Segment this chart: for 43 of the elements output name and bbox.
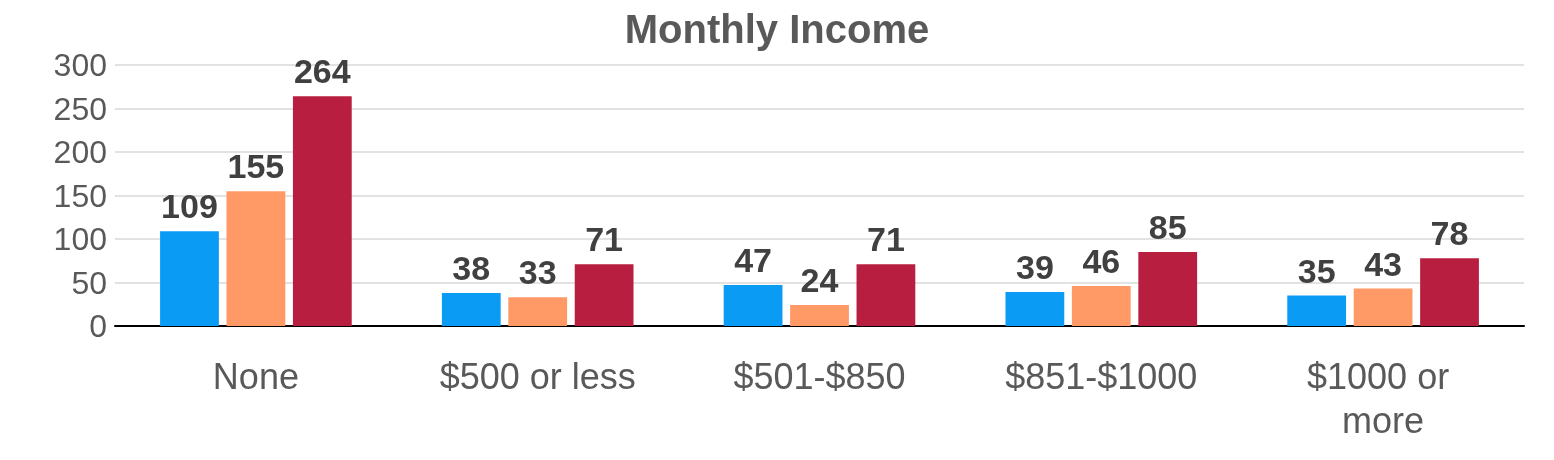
x-tick-label: $500 or less bbox=[439, 355, 636, 397]
bar bbox=[226, 191, 286, 326]
y-tick-label: 50 bbox=[71, 264, 107, 301]
data-label: 46 bbox=[1082, 241, 1121, 280]
data-label: 264 bbox=[293, 52, 351, 91]
bar bbox=[1420, 258, 1479, 326]
bar bbox=[574, 264, 634, 326]
y-tick-label: 150 bbox=[53, 177, 107, 214]
bar bbox=[1138, 252, 1198, 326]
data-label: 33 bbox=[518, 253, 557, 292]
data-label: 35 bbox=[1297, 251, 1336, 290]
data-label: 78 bbox=[1430, 214, 1469, 253]
bar bbox=[790, 305, 849, 326]
y-tick-label: 0 bbox=[89, 308, 107, 344]
bar bbox=[160, 231, 219, 326]
x-tick-label: None bbox=[212, 355, 299, 397]
bar bbox=[292, 96, 352, 326]
bar bbox=[856, 264, 916, 326]
chart-title: Monthly Income bbox=[624, 7, 930, 51]
bar bbox=[1287, 295, 1347, 326]
data-label: 71 bbox=[867, 220, 905, 259]
data-label: 71 bbox=[585, 220, 624, 259]
bar bbox=[441, 292, 501, 326]
data-label: 85 bbox=[1148, 208, 1187, 247]
data-label: 39 bbox=[1015, 248, 1054, 287]
y-tick-label: 100 bbox=[53, 221, 107, 257]
x-tick-label: $851-$1000 bbox=[1005, 355, 1198, 397]
bar bbox=[1005, 292, 1065, 326]
data-label: 38 bbox=[452, 248, 491, 287]
y-tick-label: 250 bbox=[53, 90, 107, 127]
y-tick-label: 300 bbox=[53, 47, 107, 83]
x-tick-label: $1000 or more bbox=[1307, 355, 1460, 441]
y-tick-label: 200 bbox=[53, 134, 107, 170]
bar bbox=[508, 297, 568, 326]
bar bbox=[1353, 288, 1413, 326]
bar bbox=[723, 285, 783, 326]
data-label: 24 bbox=[800, 261, 839, 300]
x-tick-label: $501-$850 bbox=[733, 355, 906, 397]
data-label: 109 bbox=[161, 187, 218, 226]
data-label: 155 bbox=[227, 147, 285, 186]
data-label: 43 bbox=[1364, 244, 1403, 283]
bar bbox=[1071, 285, 1131, 326]
data-label: 47 bbox=[734, 241, 772, 280]
